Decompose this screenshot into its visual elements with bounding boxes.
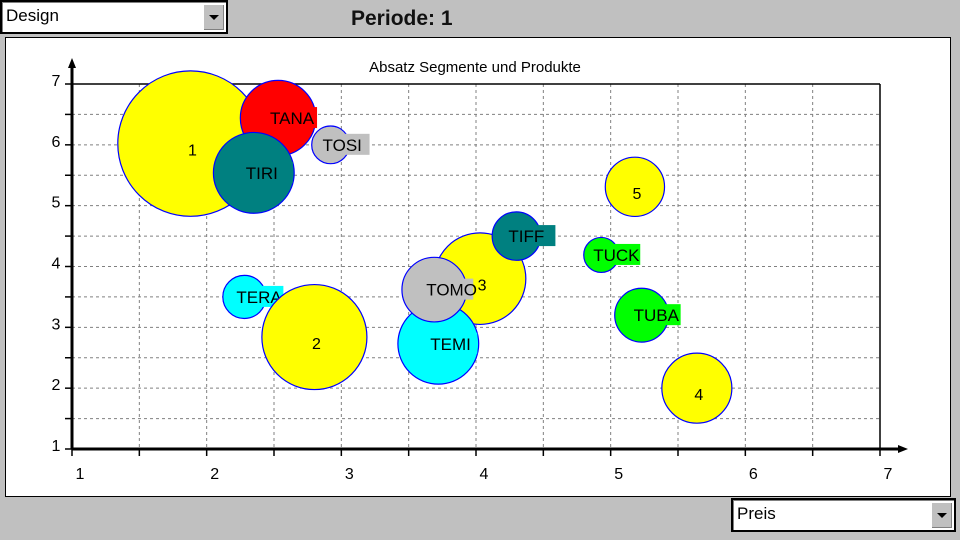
- chevron-down-icon: [209, 15, 219, 20]
- y-tick-label: 1: [52, 438, 61, 455]
- bubble-label-background: [429, 332, 478, 354]
- price-dropdown-button[interactable]: [931, 502, 952, 528]
- product-bubble-tera: TERA: [222, 274, 284, 320]
- bubble-label-background: [592, 243, 641, 265]
- y-tick-label: 4: [52, 256, 61, 273]
- bubble-label: TOMO: [426, 281, 477, 300]
- bubble-label: TUBA: [634, 306, 680, 325]
- bubble-label-background: [507, 225, 556, 247]
- chart-title: Absatz Segmente und Produkte: [369, 59, 581, 76]
- product-bubble-tosi: TOSI: [311, 125, 370, 165]
- bubble-label: TOSI: [323, 136, 362, 155]
- design-select-value: Design: [6, 6, 59, 25]
- bubble-label: TIFF: [508, 227, 544, 246]
- bubble-chart: 1 2 3 4 5 6 7 1 2 3 4 5 6 7 1 TANA TIRI TOSI TERA 2 3 TEMI TOM…: [52, 58, 908, 483]
- x-tick-label: 7: [884, 466, 893, 483]
- x-tick-label: 1: [76, 466, 85, 483]
- segment-bubble-2: 2: [261, 283, 368, 391]
- segment-bubble-4: 4: [661, 352, 733, 424]
- bubble-circle: [261, 283, 368, 391]
- bubble-label-background: [321, 133, 370, 155]
- product-bubble-tuba: TUBA: [614, 287, 681, 343]
- x-tick-label: 2: [210, 466, 219, 483]
- y-tick-label: 6: [52, 134, 61, 151]
- product-bubble-tiff: TIFF: [491, 211, 556, 261]
- bubble-label: 5: [632, 186, 641, 203]
- chevron-down-icon: [937, 513, 947, 518]
- bubble-label: 4: [694, 387, 703, 404]
- x-axis-arrow-icon: [898, 445, 908, 453]
- chart-panel: 1 2 3 4 5 6 7 1 2 3 4 5 6 7 1 TANA TIRI TOSI TERA 2 3 TEMI TOM…: [5, 37, 951, 497]
- bubble-label: TANA: [270, 109, 315, 128]
- bubble-label: TEMI: [430, 335, 471, 354]
- bubble-circle: [604, 156, 666, 218]
- bubble-label: TERA: [236, 288, 282, 307]
- price-select-value: Preis: [737, 504, 776, 523]
- y-tick-label: 5: [52, 195, 61, 212]
- price-select[interactable]: Preis: [731, 498, 956, 532]
- design-select[interactable]: Design: [0, 0, 228, 34]
- y-tick-label: 2: [52, 377, 61, 394]
- y-tick-label: 7: [52, 73, 61, 90]
- bubble-label: 2: [312, 336, 321, 353]
- segment-bubble-5: 5: [604, 156, 666, 218]
- bubble-label-background: [632, 304, 681, 326]
- y-tick-label: 3: [52, 316, 61, 333]
- design-dropdown-button[interactable]: [203, 4, 224, 30]
- bubble-label: TUCK: [593, 246, 640, 265]
- product-bubble-tomo: TOMO: [401, 256, 477, 323]
- bubble-label-background: [235, 285, 284, 307]
- product-bubble-tiri: TIRI: [212, 131, 295, 214]
- bubble-circle: [661, 352, 733, 424]
- bubble-label: 1: [188, 143, 197, 160]
- x-tick-label: 4: [480, 466, 489, 483]
- bubble-label: TIRI: [246, 164, 278, 183]
- product-bubble-tuck: TUCK: [583, 236, 641, 274]
- bubble-label-background: [244, 161, 293, 183]
- bubble-label: 3: [478, 278, 487, 295]
- bubble-label-background: [425, 278, 474, 300]
- y-axis-arrow-icon: [68, 58, 76, 68]
- x-tick-label: 5: [614, 466, 623, 483]
- x-tick-label: 3: [345, 466, 354, 483]
- x-tick-label: 6: [749, 466, 758, 483]
- bubble-label-background: [269, 107, 318, 129]
- period-title: Periode: 1: [351, 7, 453, 30]
